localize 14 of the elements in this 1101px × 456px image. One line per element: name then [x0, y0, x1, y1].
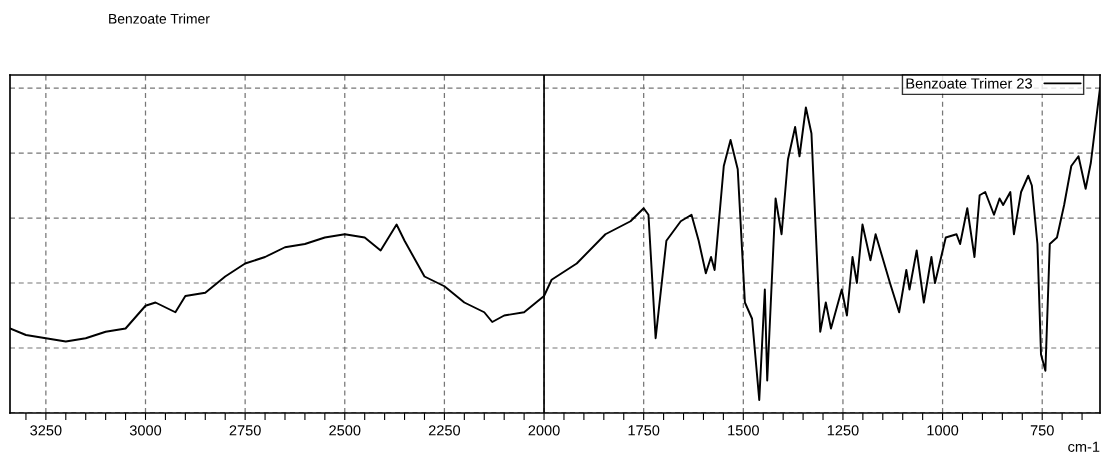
x-tick-label: 2750	[229, 425, 261, 436]
x-tick-label: 2500	[329, 425, 361, 436]
chart-title: Benzoate Trimer	[109, 13, 210, 24]
x-tick-label: 1500	[728, 425, 759, 436]
x-tick-label: 3000	[129, 425, 162, 436]
x-tick-label: 750	[1030, 425, 1054, 436]
x-tick-label: 1250	[827, 425, 859, 436]
x-axis-title: cm-1	[1068, 441, 1100, 452]
x-tick-label: 2000	[528, 425, 560, 436]
x-tick-label: 1000	[927, 425, 959, 436]
legend-label: Benzoate Trimer 23	[906, 77, 1032, 89]
x-tick-label: 1750	[628, 425, 660, 436]
x-tick-label: 2250	[428, 425, 461, 436]
x-tick-label: 3250	[30, 425, 62, 436]
